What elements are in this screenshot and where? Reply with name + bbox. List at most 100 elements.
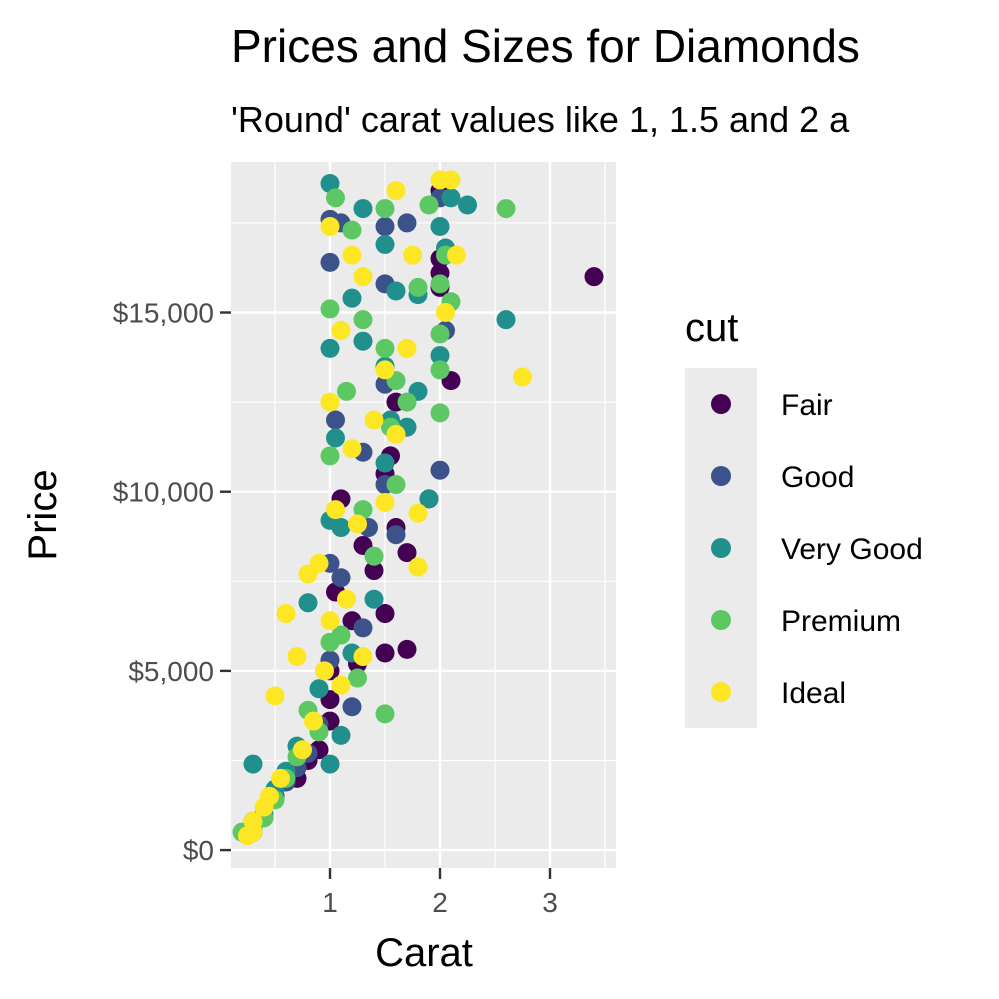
- data-point: [375, 704, 395, 724]
- data-point: [397, 392, 417, 412]
- data-point: [419, 489, 439, 509]
- data-point: [320, 632, 340, 652]
- data-point: [364, 561, 384, 581]
- data-point: [375, 453, 395, 473]
- data-point: [397, 338, 417, 358]
- data-point: [342, 288, 362, 308]
- data-point: [309, 679, 329, 699]
- data-point: [320, 252, 340, 272]
- data-point: [447, 245, 466, 265]
- data-point: [342, 439, 362, 459]
- data-point: [353, 199, 373, 219]
- data-point: [403, 245, 422, 265]
- data-point: [353, 647, 373, 667]
- x-tick-label: 1: [322, 887, 338, 918]
- data-point: [430, 274, 450, 294]
- data-point: [430, 460, 450, 480]
- data-point: [342, 220, 362, 240]
- data-point: [375, 217, 395, 237]
- data-point: [436, 303, 455, 323]
- data-point: [441, 170, 461, 190]
- data-point: [353, 267, 373, 287]
- y-tick-label: $15,000: [113, 298, 214, 329]
- legend-key-premium: [711, 610, 731, 630]
- data-point: [271, 768, 290, 788]
- data-point: [326, 428, 345, 448]
- data-point: [353, 500, 373, 520]
- data-point: [348, 514, 367, 534]
- data-point: [326, 410, 345, 430]
- legend-key-good: [711, 466, 731, 486]
- data-point: [419, 195, 439, 215]
- data-point: [320, 338, 340, 358]
- data-point: [386, 475, 406, 495]
- chart-title: Prices and Sizes for Diamonds: [231, 20, 860, 72]
- data-point: [326, 188, 345, 208]
- data-point: [243, 754, 263, 774]
- data-point: [320, 217, 340, 237]
- data-point: [458, 195, 477, 215]
- data-point: [430, 346, 450, 366]
- legend: cut Fair Good Very Good Premium Ideal: [685, 306, 923, 728]
- data-point: [265, 686, 285, 706]
- data-point: [430, 403, 450, 423]
- x-tick-label: 2: [432, 887, 448, 918]
- series-ideal: [238, 170, 532, 846]
- data-point: [364, 410, 384, 430]
- data-point: [293, 740, 312, 760]
- data-point: [342, 245, 362, 265]
- chart-subtitle: 'Round' carat values like 1, 1.5 and 2 a: [231, 99, 850, 140]
- legend-title: cut: [685, 306, 738, 350]
- legend-label: Good: [781, 461, 854, 494]
- data-point: [397, 543, 417, 563]
- series-very-good: [243, 174, 516, 835]
- data-point: [243, 811, 263, 831]
- data-point: [375, 643, 395, 663]
- legend-label: Premium: [781, 605, 901, 638]
- data-point: [397, 213, 417, 233]
- data-point: [375, 199, 395, 219]
- data-point: [408, 503, 428, 523]
- data-point: [342, 697, 362, 717]
- data-point: [375, 604, 395, 624]
- data-point: [331, 725, 351, 745]
- data-point: [584, 267, 604, 287]
- data-point: [320, 446, 340, 466]
- data-point: [315, 661, 334, 681]
- data-point: [408, 557, 428, 577]
- y-tick-label: $10,000: [113, 477, 214, 508]
- data-point: [320, 174, 340, 194]
- legend-label: Very Good: [781, 533, 923, 566]
- data-point: [496, 199, 516, 219]
- data-point: [353, 331, 373, 351]
- data-point: [337, 589, 356, 609]
- legend-key-fair: [711, 394, 731, 414]
- data-point: [320, 392, 340, 412]
- y-axis-label: Price: [21, 469, 65, 560]
- legend-items: Fair Good Very Good Premium Ideal: [685, 368, 923, 728]
- data-point: [375, 338, 395, 358]
- data-point: [430, 217, 450, 237]
- data-point: [364, 546, 384, 566]
- data-point: [309, 553, 329, 573]
- data-point: [331, 675, 351, 695]
- data-point: [430, 360, 450, 380]
- data-point: [287, 647, 307, 667]
- y-axis: $0 $5,000 $10,000 $15,000: [113, 298, 231, 866]
- x-axis: 1 2 3: [322, 868, 558, 918]
- legend-label: Fair: [781, 389, 833, 422]
- data-point: [337, 381, 356, 401]
- data-point: [298, 593, 318, 613]
- data-point: [320, 611, 340, 631]
- data-point: [496, 310, 516, 330]
- data-point: [513, 367, 532, 387]
- data-point: [430, 324, 450, 344]
- legend-label: Ideal: [781, 677, 846, 710]
- data-point: [276, 604, 296, 624]
- y-tick-label: $0: [183, 835, 214, 866]
- data-point: [375, 492, 395, 512]
- x-tick-label: 3: [542, 887, 558, 918]
- scatter-points: [232, 170, 604, 846]
- data-point: [375, 234, 395, 254]
- legend-key-ideal: [711, 682, 731, 702]
